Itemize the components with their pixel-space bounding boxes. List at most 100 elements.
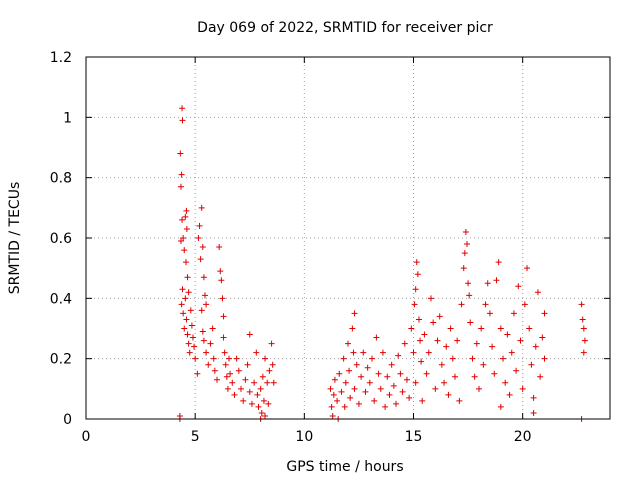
data-point [268, 340, 275, 347]
data-point [222, 361, 229, 368]
x-axis-title: GPS time / hours [286, 459, 403, 475]
data-point [467, 319, 474, 326]
data-point [495, 259, 502, 266]
data-point [214, 376, 220, 383]
x-tick-labels: 0 5 10 15 20 [82, 429, 532, 445]
data-point [248, 400, 255, 407]
data-point [345, 340, 351, 347]
data-point [203, 301, 210, 308]
data-point [473, 340, 480, 347]
data-point [233, 355, 240, 362]
data-point [329, 412, 336, 419]
data-point [219, 295, 226, 302]
data-point [209, 325, 216, 332]
chart-title: Day 069 of 2022, SRMTID for receiver pic… [197, 20, 493, 36]
data-point [377, 385, 384, 392]
data-point [347, 394, 354, 401]
data-point [207, 340, 214, 347]
data-point [478, 325, 485, 332]
y-tick-label: 0.4 [50, 291, 72, 307]
data-point [366, 379, 373, 386]
x-tick-label: 10 [295, 429, 313, 445]
data-point [199, 328, 206, 335]
data-point [482, 301, 489, 308]
data-point [414, 271, 421, 278]
data-point [506, 391, 513, 398]
data-point [217, 268, 224, 275]
data-point [177, 183, 184, 190]
data-point [425, 349, 432, 356]
data-point [456, 397, 463, 404]
data-point [189, 334, 196, 341]
data-point [196, 222, 203, 229]
data-point [185, 340, 192, 347]
data-point [517, 337, 524, 344]
data-point [497, 325, 504, 332]
data-point [184, 331, 191, 338]
data-point [521, 301, 528, 308]
data-point [338, 388, 345, 395]
data-point [497, 403, 504, 410]
x-tick-label: 15 [405, 429, 423, 445]
data-point [246, 388, 253, 395]
data-point [465, 280, 472, 287]
data-point [180, 235, 187, 241]
data-point [581, 337, 588, 344]
y-tick-label: 0.2 [50, 352, 72, 368]
data-point [182, 259, 189, 266]
data-point [244, 361, 251, 368]
data-point [412, 379, 419, 386]
data-point [177, 150, 184, 157]
data-point [480, 361, 487, 368]
data-point [484, 280, 491, 287]
data-point [223, 373, 230, 380]
data-point [463, 241, 470, 248]
data-point [199, 244, 206, 251]
data-point [251, 379, 258, 386]
data-point [399, 388, 406, 395]
data-point [373, 334, 380, 341]
data-point [240, 397, 247, 404]
data-point [186, 349, 193, 356]
y-tick-label: 0 [63, 412, 72, 428]
data-point [181, 325, 188, 332]
data-point [526, 325, 533, 332]
data-point [493, 277, 500, 284]
data-point [353, 361, 360, 368]
data-point [198, 204, 205, 211]
data-point [462, 228, 469, 235]
data-point [390, 382, 397, 389]
data-point [411, 301, 418, 308]
data-point [515, 283, 522, 290]
data-point [502, 379, 509, 386]
data-point [179, 105, 186, 112]
data-point [183, 207, 190, 214]
data-point [580, 325, 587, 332]
data-point [351, 385, 358, 392]
data-point [504, 331, 511, 338]
data-point [491, 370, 498, 377]
x-tick-label: 20 [514, 429, 532, 445]
data-point [262, 412, 269, 419]
data-points [176, 105, 588, 422]
data-point [330, 391, 337, 398]
data-point [203, 349, 210, 356]
data-point [346, 367, 353, 374]
data-point [364, 364, 371, 371]
data-point [210, 355, 217, 362]
y-tick-label: 1 [63, 110, 72, 126]
data-point [532, 343, 539, 350]
data-point [229, 379, 236, 386]
data-point [327, 385, 334, 392]
data-point [257, 385, 264, 392]
y-axis-title: SRMTID / TECUs [7, 182, 23, 295]
data-point [578, 301, 585, 308]
data-point [187, 307, 194, 314]
data-point [336, 370, 343, 377]
data-point [358, 373, 365, 380]
data-point [238, 385, 245, 392]
data-point [441, 379, 448, 386]
data-point [417, 337, 424, 344]
data-point [537, 373, 544, 380]
